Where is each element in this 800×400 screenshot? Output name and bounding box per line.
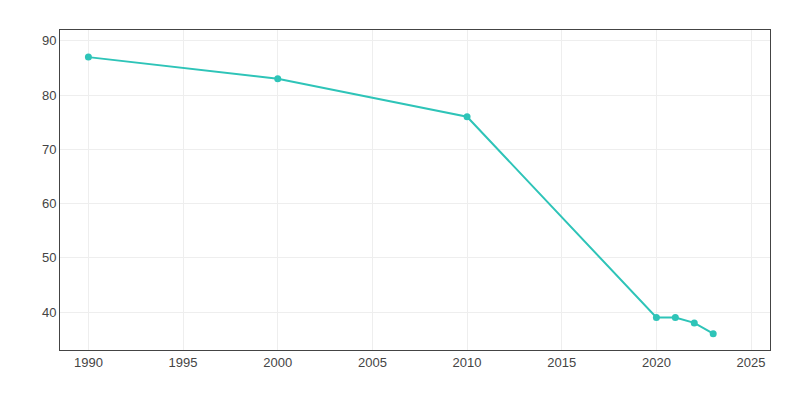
svg-text:2010: 2010: [453, 355, 482, 370]
svg-text:40: 40: [42, 305, 56, 320]
svg-text:80: 80: [42, 88, 56, 103]
svg-text:70: 70: [42, 142, 56, 157]
svg-text:60: 60: [42, 196, 56, 211]
svg-text:1995: 1995: [169, 355, 198, 370]
svg-text:2000: 2000: [263, 355, 292, 370]
svg-text:2015: 2015: [547, 355, 576, 370]
svg-text:90: 90: [42, 33, 56, 48]
svg-text:1990: 1990: [74, 355, 103, 370]
svg-text:50: 50: [42, 250, 56, 265]
svg-text:2005: 2005: [358, 355, 387, 370]
svg-text:2025: 2025: [737, 355, 766, 370]
svg-text:2020: 2020: [642, 355, 671, 370]
